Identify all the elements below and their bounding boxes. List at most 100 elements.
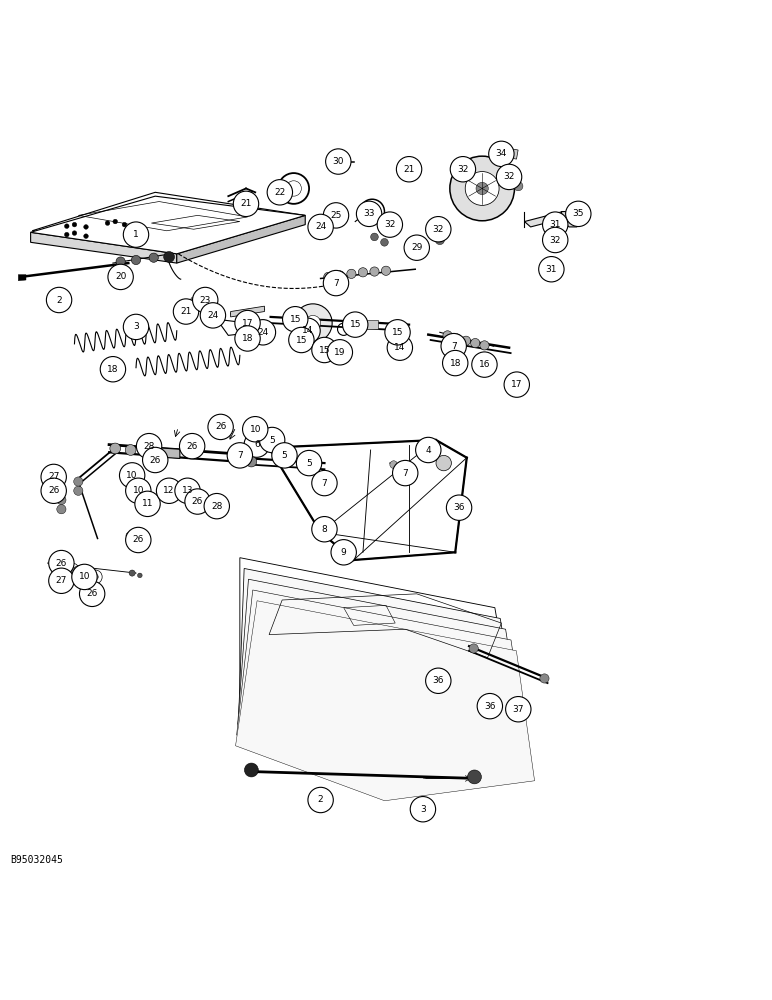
Circle shape <box>41 464 66 490</box>
Circle shape <box>443 331 452 340</box>
Circle shape <box>116 257 125 266</box>
Text: 7: 7 <box>451 342 456 351</box>
Circle shape <box>415 437 441 463</box>
Circle shape <box>124 314 149 340</box>
Text: 24: 24 <box>208 311 218 320</box>
Text: 1: 1 <box>133 230 139 239</box>
Circle shape <box>480 341 489 350</box>
Polygon shape <box>32 192 305 254</box>
Polygon shape <box>360 320 378 329</box>
Text: 22: 22 <box>274 188 286 197</box>
Circle shape <box>396 157 422 182</box>
Circle shape <box>126 527 151 553</box>
Text: 36: 36 <box>432 676 444 685</box>
Text: 36: 36 <box>453 503 465 512</box>
Text: 21: 21 <box>181 307 191 316</box>
Circle shape <box>272 443 297 468</box>
Circle shape <box>283 307 308 332</box>
Circle shape <box>204 493 229 519</box>
Circle shape <box>308 214 334 240</box>
Text: 30: 30 <box>333 157 344 166</box>
Circle shape <box>442 350 468 376</box>
Text: 2: 2 <box>56 296 62 305</box>
Circle shape <box>124 222 149 247</box>
Circle shape <box>305 315 320 331</box>
Circle shape <box>58 561 71 575</box>
Circle shape <box>105 221 110 225</box>
Circle shape <box>54 562 60 568</box>
Circle shape <box>267 180 293 205</box>
Circle shape <box>57 505 66 514</box>
Circle shape <box>450 156 514 221</box>
Circle shape <box>235 326 260 351</box>
Circle shape <box>406 158 412 165</box>
Text: 10: 10 <box>249 425 261 434</box>
Circle shape <box>425 668 451 693</box>
Text: 17: 17 <box>242 319 253 328</box>
Circle shape <box>472 352 497 377</box>
Text: 5: 5 <box>306 459 312 468</box>
Text: 36: 36 <box>484 702 496 711</box>
Text: B95032045: B95032045 <box>11 855 63 865</box>
Text: 20: 20 <box>115 272 127 281</box>
Circle shape <box>242 417 268 442</box>
Text: 26: 26 <box>192 497 203 506</box>
Text: 24: 24 <box>315 222 327 231</box>
Circle shape <box>471 338 480 348</box>
Text: 13: 13 <box>181 486 193 495</box>
Circle shape <box>452 334 462 343</box>
Circle shape <box>62 565 67 571</box>
Text: 32: 32 <box>384 220 395 229</box>
Text: 11: 11 <box>142 499 154 508</box>
Text: 7: 7 <box>334 279 339 288</box>
Circle shape <box>164 252 174 262</box>
Text: 6: 6 <box>254 440 259 449</box>
Circle shape <box>50 558 64 572</box>
Circle shape <box>191 297 197 303</box>
Circle shape <box>504 372 530 397</box>
Circle shape <box>398 462 405 469</box>
Circle shape <box>73 486 83 495</box>
Circle shape <box>120 463 145 488</box>
Circle shape <box>65 232 69 237</box>
Circle shape <box>244 432 269 457</box>
Text: 27: 27 <box>48 472 59 481</box>
Polygon shape <box>239 568 522 768</box>
Circle shape <box>378 212 402 237</box>
Circle shape <box>235 310 260 336</box>
Circle shape <box>200 303 225 328</box>
Text: 15: 15 <box>319 346 330 355</box>
Circle shape <box>566 201 591 227</box>
Text: 3: 3 <box>420 805 426 814</box>
Text: 29: 29 <box>411 243 422 252</box>
Circle shape <box>250 320 276 345</box>
Text: 26: 26 <box>215 422 226 431</box>
Circle shape <box>129 570 135 576</box>
Circle shape <box>80 581 105 607</box>
Circle shape <box>476 182 489 195</box>
Circle shape <box>381 238 388 246</box>
Polygon shape <box>177 215 305 263</box>
Circle shape <box>245 763 259 777</box>
Circle shape <box>425 217 451 242</box>
Circle shape <box>441 333 466 359</box>
Text: 18: 18 <box>107 365 119 374</box>
Circle shape <box>126 532 132 538</box>
Text: 4: 4 <box>425 446 431 455</box>
Circle shape <box>234 455 246 467</box>
Text: 5: 5 <box>282 451 287 460</box>
Polygon shape <box>561 212 580 227</box>
Polygon shape <box>240 558 517 758</box>
Circle shape <box>142 447 153 458</box>
Polygon shape <box>157 448 180 458</box>
Circle shape <box>331 540 357 565</box>
Polygon shape <box>31 196 305 254</box>
Circle shape <box>157 478 181 503</box>
Text: 14: 14 <box>394 343 405 352</box>
Circle shape <box>72 222 76 227</box>
Text: 27: 27 <box>56 576 67 585</box>
Circle shape <box>347 269 356 278</box>
Circle shape <box>208 414 233 440</box>
Bar <box>499 147 518 159</box>
Text: 18: 18 <box>449 359 461 368</box>
